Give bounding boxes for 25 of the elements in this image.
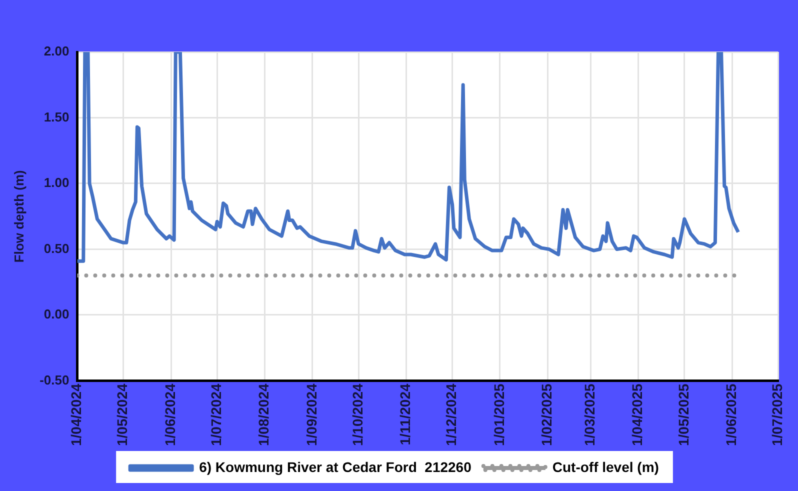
y-tick-label: 1.50 [44, 109, 70, 124]
x-tick-label: 1/07/2025 [769, 384, 786, 446]
x-tick-label: 1/03/2025 [582, 384, 598, 446]
x-tick-label: 1/04/2025 [629, 384, 646, 446]
x-tick-label: 1/04/2024 [68, 384, 84, 446]
x-tick-label: 1/06/2024 [162, 384, 178, 446]
x-tick-label: 1/05/2024 [114, 384, 130, 446]
x-tick-label: 1/11/2024 [397, 384, 414, 446]
y-tick-label: 0.50 [44, 240, 70, 256]
y-tick-label: -0.50 [40, 372, 70, 388]
legend-label: 6) Kowmung River at Cedar Ford 212260 [199, 458, 472, 475]
x-tick-label: 1/08/2024 [256, 384, 272, 446]
x-tick-label: 1/06/2025 [722, 384, 739, 446]
legend-label: Cut-off level (m) [552, 458, 659, 475]
y-tick-label: 0.00 [44, 306, 70, 322]
x-tick-label: 1/10/2024 [349, 384, 366, 446]
x-tick-label: 1/12/2024 [443, 384, 460, 446]
x-tick-label: 1/01/2025 [490, 384, 507, 446]
y-tick-label: 2.00 [44, 44, 70, 59]
x-tick-label: 1/05/2025 [675, 384, 692, 446]
x-tick-label: 1/07/2024 [208, 384, 224, 446]
y-tick-label: 1.00 [44, 175, 70, 190]
x-tick-label: 1/02/2025 [538, 384, 554, 446]
y-axis-title: Flow depth (m) [11, 170, 26, 263]
x-tick-label: 1/09/2024 [303, 384, 320, 446]
